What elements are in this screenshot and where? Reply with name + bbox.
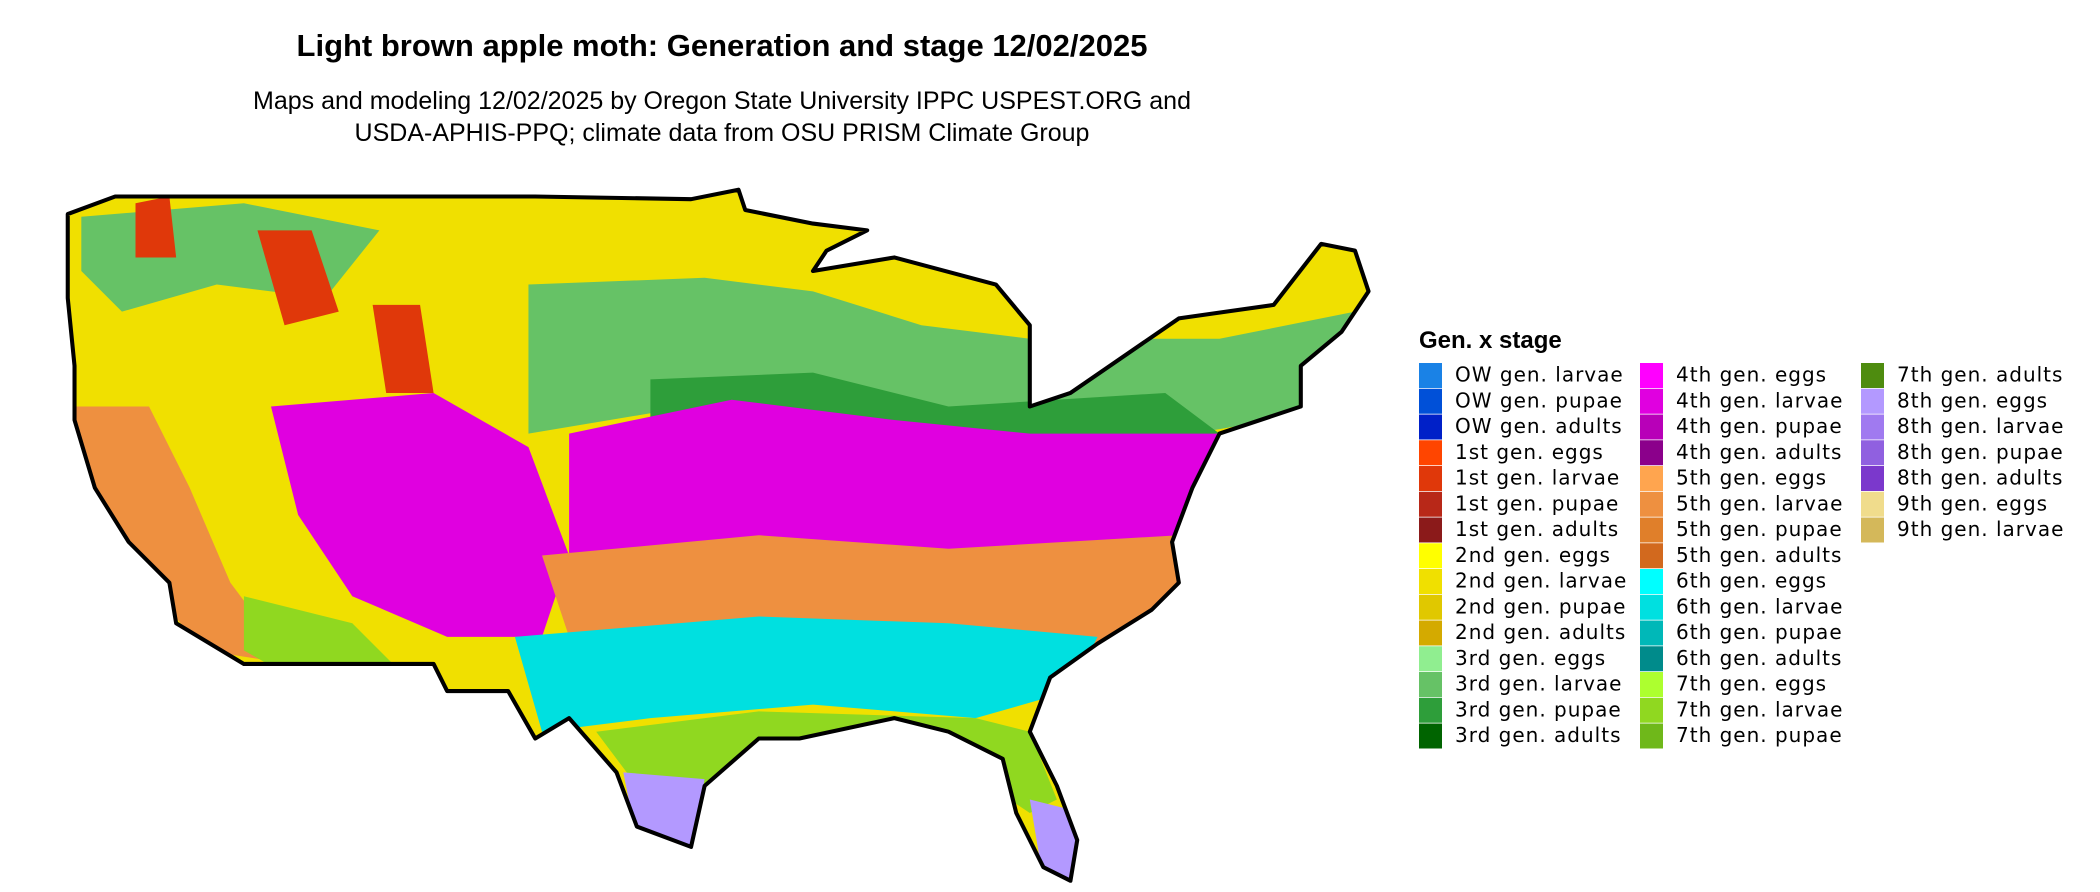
legend-label: 9th gen. larvae xyxy=(1897,517,2064,541)
legend-label: 7th gen. larvae xyxy=(1676,697,1843,721)
legend-label: 6th gen. larvae xyxy=(1676,594,1843,618)
map-region xyxy=(257,230,339,326)
legend-label: OW gen. pupae xyxy=(1455,388,1623,412)
legend-swatch xyxy=(1861,388,1884,414)
legend-swatch xyxy=(1640,620,1663,646)
legend-label: 6th gen. adults xyxy=(1676,646,1842,670)
subtitle: Maps and modeling 12/02/2025 by Oregon S… xyxy=(253,87,1191,115)
legend-label: 2nd gen. adults xyxy=(1455,620,1626,644)
legend-swatch xyxy=(1640,491,1663,517)
legend-label: 2nd gen. pupae xyxy=(1455,594,1626,618)
legend-label: 8th gen. eggs xyxy=(1897,388,2048,412)
legend-swatch xyxy=(1640,363,1663,388)
legend-swatch xyxy=(1419,594,1442,620)
legend-swatch xyxy=(1419,388,1442,414)
map-region xyxy=(372,304,434,393)
legend-swatch xyxy=(1419,543,1442,569)
legend-label: 2nd gen. larvae xyxy=(1455,569,1627,593)
map-region xyxy=(542,535,1179,644)
map-region xyxy=(271,392,570,637)
legend-label: 8th gen. larvae xyxy=(1897,414,2064,438)
map-region xyxy=(514,616,1098,732)
legend-swatch xyxy=(1640,697,1663,723)
legend-label: 7th gen. eggs xyxy=(1676,672,1827,696)
legend-swatch xyxy=(1640,466,1663,491)
legend-swatch xyxy=(1419,466,1442,491)
legend-swatch xyxy=(1640,440,1663,466)
legend-label: 9th gen. eggs xyxy=(1897,491,2048,515)
legend-swatch xyxy=(1640,569,1663,594)
legend-label: 4th gen. eggs xyxy=(1676,363,1827,387)
map-fill xyxy=(67,189,1369,881)
legend-label: 1st gen. pupae xyxy=(1455,491,1619,515)
legend-label: 7th gen. pupae xyxy=(1676,723,1843,747)
legend-title: Gen. x stage xyxy=(1419,327,1562,354)
legend-swatch xyxy=(1861,363,1884,388)
legend-label: 4th gen. pupae xyxy=(1676,414,1843,438)
legend-swatch xyxy=(1419,440,1442,466)
legend-swatch xyxy=(1861,440,1884,466)
legend-swatch xyxy=(1861,491,1884,517)
legend-swatch xyxy=(1640,414,1663,440)
legend-swatch xyxy=(1861,414,1884,440)
subtitle: USDA-APHIS-PPQ; climate data from OSU PR… xyxy=(355,119,1090,147)
legend-label: 3rd gen. pupae xyxy=(1455,697,1622,721)
legend-label: 2nd gen. eggs xyxy=(1455,543,1611,567)
legend-label: 3rd gen. eggs xyxy=(1455,646,1606,670)
legend-label: 1st gen. larvae xyxy=(1455,466,1620,490)
legend-swatch xyxy=(1419,363,1442,388)
map-region xyxy=(569,399,1220,556)
map-region xyxy=(243,596,407,678)
legend-label: 3rd gen. adults xyxy=(1455,723,1621,747)
legend-swatch xyxy=(1419,697,1442,723)
legend-swatch xyxy=(1419,414,1442,440)
legend-swatch xyxy=(1640,646,1663,672)
legend-label: 5th gen. larvae xyxy=(1676,491,1843,515)
legend-label: 5th gen. adults xyxy=(1676,543,1842,567)
legend-swatch xyxy=(1419,723,1442,749)
legend-swatch xyxy=(1419,491,1442,517)
legend-label: 1st gen. adults xyxy=(1455,517,1619,541)
legend-swatch xyxy=(1640,517,1663,543)
legend-swatch xyxy=(1861,466,1884,491)
legend-label: 4th gen. larvae xyxy=(1676,388,1843,412)
legend-swatch xyxy=(1640,672,1663,697)
legend-swatch xyxy=(1419,620,1442,646)
legend-label: 3rd gen. larvae xyxy=(1455,672,1622,696)
legend-swatch xyxy=(1640,388,1663,414)
legend-label: 8th gen. adults xyxy=(1897,466,2063,490)
legend-label: 8th gen. pupae xyxy=(1897,440,2064,464)
legend-label: 6th gen. eggs xyxy=(1676,569,1827,593)
legend-swatch xyxy=(1640,723,1663,749)
map-region xyxy=(74,406,292,664)
legend-label: 5th gen. eggs xyxy=(1676,466,1827,490)
legend-label: 6th gen. pupae xyxy=(1676,620,1843,644)
legend-label: 5th gen. pupae xyxy=(1676,517,1843,541)
legend-swatch xyxy=(1419,646,1442,672)
title: Light brown apple moth: Generation and s… xyxy=(297,28,1148,63)
legend-label: OW gen. larvae xyxy=(1455,363,1624,387)
legend-swatch xyxy=(1861,517,1884,543)
legend-label: 1st gen. eggs xyxy=(1455,440,1604,464)
map-region xyxy=(135,196,177,258)
legend-swatch xyxy=(1640,594,1663,620)
legend-swatch xyxy=(1419,672,1442,697)
legend-label: OW gen. adults xyxy=(1455,414,1623,438)
legend-swatch xyxy=(1419,569,1442,594)
legend-swatch xyxy=(1640,543,1663,569)
legend-swatch xyxy=(1419,517,1442,543)
legend-label: 7th gen. adults xyxy=(1897,363,2063,387)
legend-label: 4th gen. adults xyxy=(1676,440,1842,464)
map xyxy=(0,176,1491,892)
